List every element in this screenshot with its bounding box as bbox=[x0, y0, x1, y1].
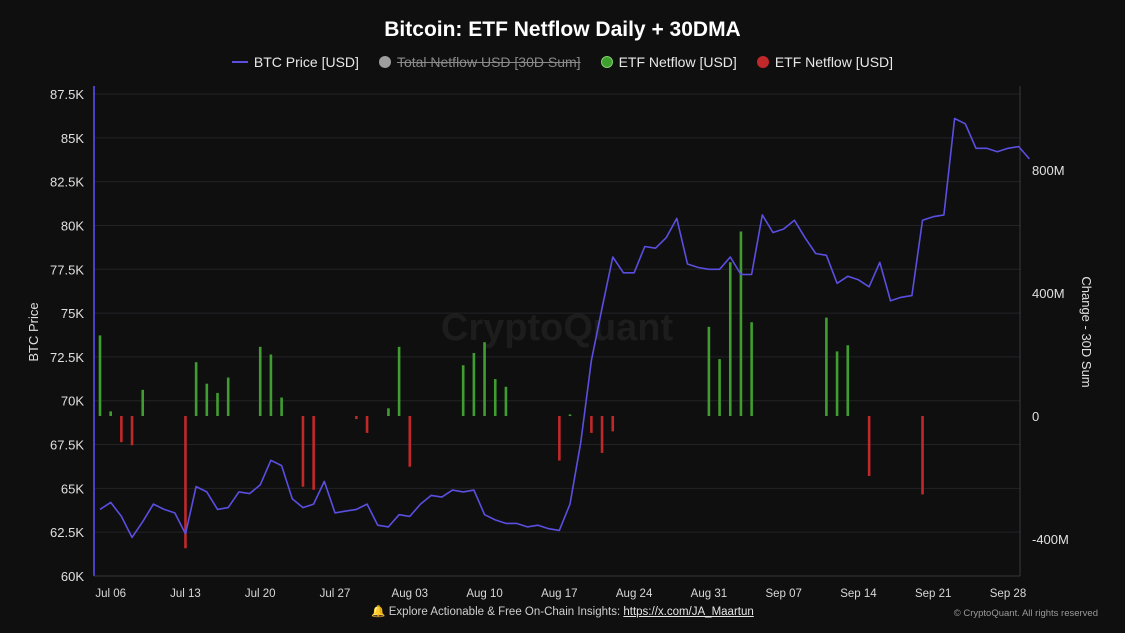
netflow-bar-positive bbox=[141, 389, 145, 416]
netflow-bar-negative bbox=[590, 416, 593, 433]
footer-link[interactable]: https://x.com/JA_Maartun bbox=[623, 606, 754, 618]
netflow-bar-negative bbox=[558, 416, 561, 461]
left-axis-title: BTC Price bbox=[26, 302, 41, 361]
netflow-bar-negative bbox=[600, 416, 604, 453]
legend-line-icon bbox=[231, 61, 248, 63]
netflow-bar-negative bbox=[867, 416, 871, 476]
left-tick-label: 87.5K bbox=[50, 87, 84, 102]
netflow-bar-positive bbox=[194, 362, 198, 416]
netflow-bar-positive bbox=[707, 326, 711, 416]
legend-dot-icon bbox=[378, 56, 391, 68]
netflow-bar-positive bbox=[493, 379, 497, 416]
left-tick-label: 85K bbox=[61, 131, 84, 146]
netflow-bar-negative bbox=[408, 416, 412, 467]
left-tick-label: 75K bbox=[61, 306, 84, 321]
netflow-bar-negative bbox=[355, 416, 358, 420]
legend-item-btc-price[interactable]: BTC Price [USD] bbox=[231, 54, 359, 70]
netflow-bar-positive bbox=[739, 231, 743, 416]
netflow-bar-positive bbox=[387, 408, 390, 416]
netflow-bar-negative bbox=[184, 416, 187, 549]
legend-label: ETF Netflow [USD] bbox=[774, 54, 894, 70]
netflow-bar-positive bbox=[258, 346, 262, 416]
left-tick-label: 70K bbox=[61, 394, 84, 409]
netflow-bar-negative bbox=[120, 416, 123, 443]
right-axis-title: Change - 30D Sum bbox=[1079, 276, 1094, 387]
netflow-bar-positive bbox=[98, 335, 102, 416]
netflow-bar-positive bbox=[728, 262, 732, 416]
x-tick-label: Jul 27 bbox=[320, 588, 351, 600]
netflow-bar-negative bbox=[312, 416, 315, 490]
netflow-bar-positive bbox=[568, 414, 572, 416]
x-tick-label: Aug 31 bbox=[691, 588, 727, 600]
legend-label: BTC Price [USD] bbox=[253, 54, 359, 70]
netflow-bar-positive bbox=[483, 342, 486, 416]
x-tick-label: Jul 20 bbox=[245, 588, 276, 600]
x-tick-label: Aug 17 bbox=[541, 588, 577, 600]
x-tick-label: Aug 10 bbox=[466, 588, 502, 600]
netflow-bar-positive bbox=[835, 351, 839, 416]
netflow-bar-negative bbox=[301, 416, 305, 487]
bell-icon: 🔔 bbox=[371, 606, 386, 618]
legend-dot-icon bbox=[600, 56, 613, 68]
footer: 🔔 Explore Actionable & Free On-Chain Ins… bbox=[0, 604, 1125, 618]
right-tick-label: -400M bbox=[1032, 532, 1069, 547]
legend-label: ETF Netflow [USD] bbox=[618, 54, 737, 70]
x-tick-label: Jul 13 bbox=[170, 588, 201, 600]
left-tick-label: 77.5K bbox=[50, 262, 84, 277]
legend-item-total-netflow[interactable]: Total Netflow USD [30D Sum] bbox=[378, 54, 581, 70]
netflow-bar-negative bbox=[921, 416, 924, 495]
netflow-bar-negative bbox=[130, 416, 134, 446]
x-tick-label: Sep 07 bbox=[765, 588, 801, 600]
netflow-bar-positive bbox=[504, 386, 508, 416]
left-tick-label: 82.5K bbox=[50, 175, 84, 190]
right-tick-label: 800M bbox=[1032, 163, 1065, 178]
x-tick-label: Aug 03 bbox=[392, 588, 428, 600]
netflow-bar-positive bbox=[269, 354, 273, 416]
legend-dot-icon bbox=[756, 56, 769, 68]
netflow-bar-positive bbox=[280, 397, 283, 416]
x-tick-label: Sep 14 bbox=[840, 588, 877, 600]
netflow-bar-positive bbox=[825, 317, 828, 416]
netflow-bar-positive bbox=[472, 352, 476, 416]
copyright: © CryptoQuant. All rights reserved bbox=[953, 608, 1098, 619]
netflow-bar-negative bbox=[365, 416, 369, 433]
netflow-bar-positive bbox=[226, 377, 230, 416]
netflow-bar-positive bbox=[846, 345, 850, 416]
netflow-bar-positive bbox=[205, 383, 209, 416]
left-tick-label: 60K bbox=[61, 569, 84, 584]
x-tick-label: Jul 06 bbox=[95, 588, 126, 600]
x-tick-label: Sep 21 bbox=[915, 588, 951, 600]
left-tick-label: 67.5K bbox=[50, 438, 84, 453]
left-tick-label: 72.5K bbox=[50, 350, 84, 365]
left-tick-label: 65K bbox=[61, 481, 84, 496]
legend: BTC Price [USD] Total Netflow USD [30D S… bbox=[0, 54, 1125, 70]
left-tick-label: 62.5K bbox=[50, 525, 84, 540]
netflow-bar-positive bbox=[750, 322, 753, 416]
left-tick-label: 80K bbox=[61, 218, 84, 233]
netflow-bar-positive bbox=[397, 346, 401, 416]
netflow-bar-positive bbox=[718, 359, 721, 416]
right-tick-label: 400M bbox=[1032, 286, 1065, 301]
footer-text: Explore Actionable & Free On-Chain Insig… bbox=[388, 606, 621, 618]
watermark: CryptoQuant bbox=[441, 307, 674, 349]
netflow-bar-positive bbox=[216, 392, 219, 416]
legend-item-etf-outflow[interactable]: ETF Netflow [USD] bbox=[756, 54, 894, 70]
btc-price-line bbox=[99, 117, 1031, 539]
legend-item-etf-inflow[interactable]: ETF Netflow [USD] bbox=[600, 54, 737, 70]
chart-title: Bitcoin: ETF Netflow Daily + 30DMA bbox=[384, 18, 741, 41]
x-tick-label: Sep 28 bbox=[990, 588, 1026, 600]
legend-label: Total Netflow USD [30D Sum] bbox=[396, 54, 581, 70]
x-tick-label: Aug 24 bbox=[616, 588, 653, 600]
right-tick-label: 0 bbox=[1032, 409, 1039, 424]
netflow-bar-positive bbox=[461, 365, 465, 416]
netflow-bar-positive bbox=[109, 411, 112, 416]
netflow-bar-negative bbox=[611, 416, 615, 432]
